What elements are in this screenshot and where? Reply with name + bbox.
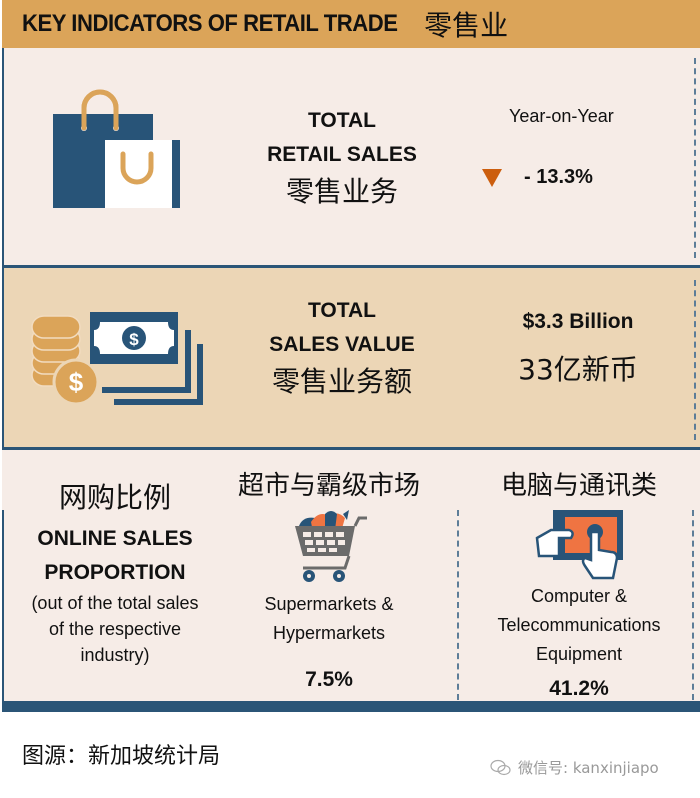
note-line3: industry) <box>80 645 150 665</box>
yoy-row: - 13.3% <box>482 166 593 189</box>
watermark-text: 微信号: kanxinjiapo <box>518 759 659 777</box>
image-source: 图源：新加坡统计局 <box>22 744 221 769</box>
label-cn: 零售业务 <box>285 175 398 208</box>
coins-and-cash-icon: $ $ <box>30 312 205 417</box>
category-supermarkets: 超市与霸级市场 Supermarkets & <box>224 468 434 692</box>
wechat-watermark: 微信号: kanxinjiapo <box>490 757 659 778</box>
retail-sales-label: TOTAL RETAIL SALES 零售业务 <box>252 104 432 212</box>
retail-sales-panel: TOTAL RETAIL SALES 零售业务 Year-on-Year - 1… <box>2 48 700 268</box>
dashed-divider <box>694 58 696 258</box>
category-computers: 电脑与通讯类 Computer & Telecommunications Equ… <box>464 468 694 701</box>
label-cn: 零售业务额 <box>271 365 412 398</box>
label-line1: TOTAL <box>307 109 377 132</box>
dashed-divider <box>694 280 696 440</box>
dashed-divider <box>692 510 694 700</box>
header-title-cn: 零售业 <box>424 9 509 42</box>
value-cn: 33亿新币 <box>518 353 638 386</box>
sales-value-amount: $3.3 Billion 33亿新币 <box>488 310 668 388</box>
page-header: KEY INDICATORS OF RETAIL TRADE 零售业 <box>2 0 700 48</box>
online-title-cn: 网购比例 <box>58 481 171 514</box>
shopping-bags-icon <box>50 82 185 215</box>
note-line1: (out of the total sales <box>31 593 199 613</box>
value-en: $3.3 Billion <box>522 310 634 333</box>
yoy-label: Year-on-Year <box>509 106 614 126</box>
label-line2: PROPORTION <box>44 561 186 584</box>
svg-text:$: $ <box>129 330 139 349</box>
shopping-cart-icon <box>224 508 434 588</box>
category-name-line2: Hypermarkets <box>272 623 386 643</box>
sales-value-label: TOTAL SALES VALUE 零售业务额 <box>252 294 432 402</box>
dashed-divider <box>457 510 459 700</box>
sales-value-panel: $ $ TOTAL SALES VALUE 零售业务额 $3.3 Billion… <box>2 268 700 450</box>
label-line2: SALES VALUE <box>269 333 415 356</box>
header-title-en: KEY INDICATORS OF RETAIL TRADE <box>22 10 398 37</box>
online-sales-label: 网购比例 ONLINE SALES PROPORTION (out of the… <box>2 478 228 668</box>
touchscreen-tablet-icon <box>464 510 694 582</box>
label-line1: ONLINE SALES <box>37 527 193 550</box>
wechat-icon <box>490 759 511 775</box>
category-value: 41.2% <box>549 677 609 700</box>
category-value: 7.5% <box>305 668 353 691</box>
online-sales-panel: 网购比例 ONLINE SALES PROPORTION (out of the… <box>2 450 700 712</box>
category-name-cn: 超市与霸级市场 <box>237 471 420 501</box>
yoy-value: - 13.3% <box>524 166 593 188</box>
category-name-line2: Telecommunications <box>497 615 661 635</box>
svg-text:$: $ <box>69 367 84 397</box>
label-line1: TOTAL <box>307 299 377 322</box>
category-name-line3: Equipment <box>535 644 623 664</box>
category-name-line1: Supermarkets & <box>264 594 394 614</box>
category-name-line1: Computer & <box>530 586 628 606</box>
left-border <box>2 510 4 712</box>
category-name-cn: 电脑与通讯类 <box>500 471 657 501</box>
label-line2: RETAIL SALES <box>267 143 417 166</box>
note-line2: of the respective <box>48 619 182 639</box>
down-triangle-icon <box>482 168 502 187</box>
